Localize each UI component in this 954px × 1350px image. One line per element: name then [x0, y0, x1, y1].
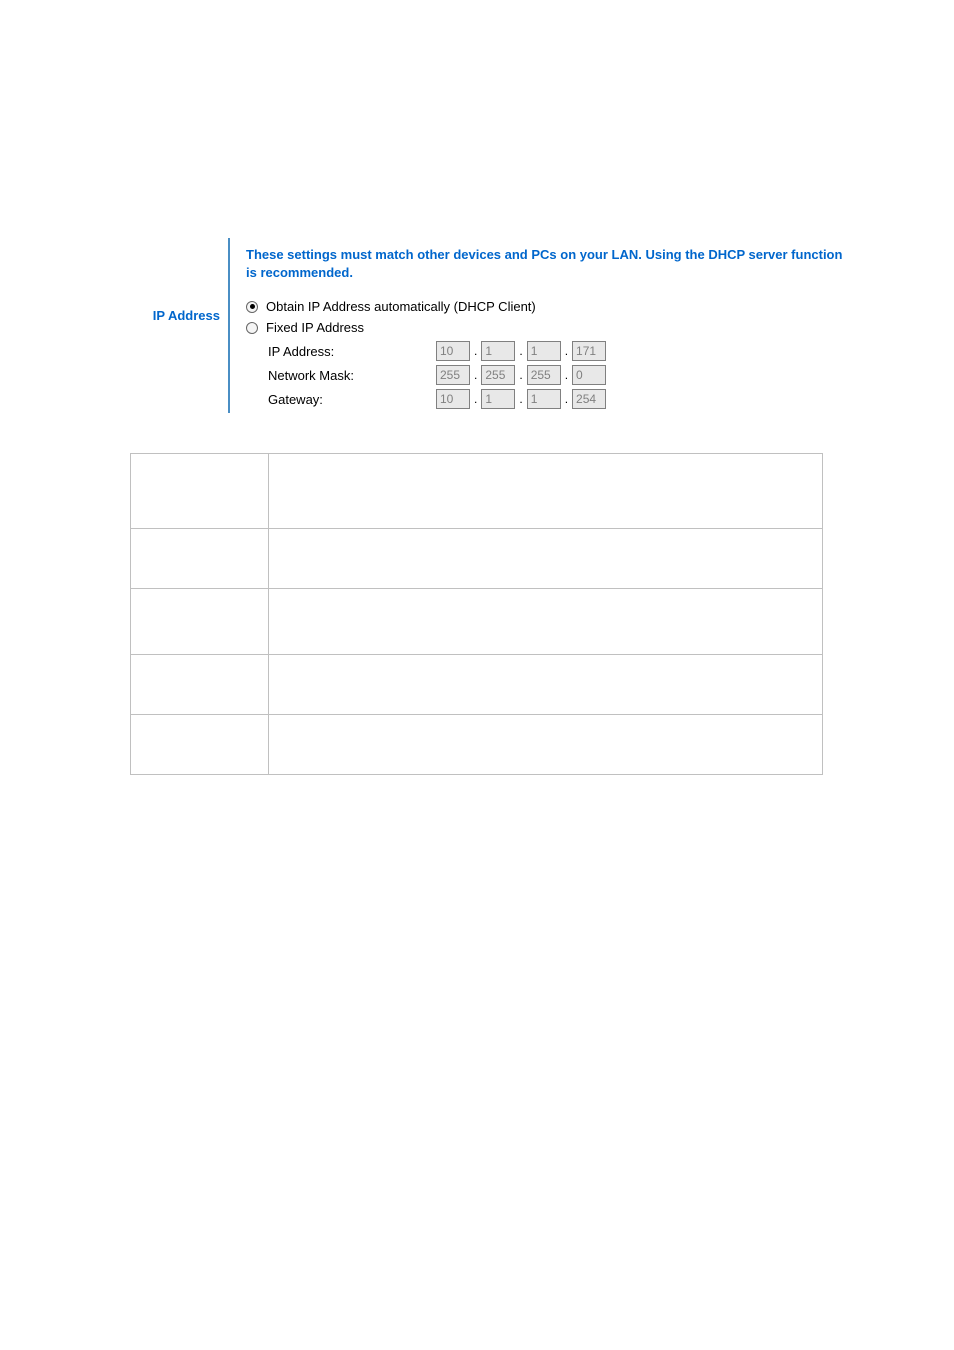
table-cell [268, 715, 822, 775]
network-mask-octet-4[interactable]: 0 [572, 365, 606, 385]
network-mask-row: Network Mask: 255 . 255 . 255 . 0 [268, 365, 850, 385]
dhcp-radio-label: Obtain IP Address automatically (DHCP Cl… [266, 299, 536, 314]
network-mask-label: Network Mask: [268, 368, 436, 383]
dot-separator: . [565, 392, 568, 406]
table-cell [131, 589, 269, 655]
fixed-radio-label: Fixed IP Address [266, 320, 364, 335]
gateway-octet-4[interactable]: 254 [572, 389, 606, 409]
dot-separator: . [565, 368, 568, 382]
fixed-ip-fields: IP Address: 10 . 1 . 1 . 171 Network Mas… [268, 341, 850, 409]
network-mask-octet-2[interactable]: 255 [481, 365, 515, 385]
header-message: These settings must match other devices … [246, 246, 850, 281]
table-row [131, 529, 823, 589]
table-cell [131, 655, 269, 715]
network-mask-octet-1[interactable]: 255 [436, 365, 470, 385]
spacer [0, 413, 954, 453]
ip-address-octet-4[interactable]: 171 [572, 341, 606, 361]
top-padding [0, 0, 954, 238]
ip-address-label: IP Address: [268, 344, 436, 359]
table-cell [268, 454, 822, 529]
gateway-octet-1[interactable]: 10 [436, 389, 470, 409]
gateway-octet-3[interactable]: 1 [527, 389, 561, 409]
dot-separator: . [565, 344, 568, 358]
radio-dhcp[interactable] [246, 301, 258, 313]
table-row [131, 715, 823, 775]
section-label-column: IP Address [130, 238, 230, 413]
gateway-input-group: 10 . 1 . 1 . 254 [436, 389, 606, 409]
dot-separator: . [519, 368, 522, 382]
section-content: These settings must match other devices … [230, 238, 850, 413]
gateway-octet-2[interactable]: 1 [481, 389, 515, 409]
ip-address-octet-1[interactable]: 10 [436, 341, 470, 361]
dot-separator: . [474, 392, 477, 406]
dot-separator: . [519, 392, 522, 406]
table-row [131, 454, 823, 529]
radio-fixed[interactable] [246, 322, 258, 334]
network-mask-octet-3[interactable]: 255 [527, 365, 561, 385]
fixed-radio-row[interactable]: Fixed IP Address [246, 320, 850, 335]
section-title: IP Address [153, 308, 220, 323]
ip-address-octet-2[interactable]: 1 [481, 341, 515, 361]
ip-address-octet-3[interactable]: 1 [527, 341, 561, 361]
table-cell [131, 454, 269, 529]
table-cell [131, 529, 269, 589]
radio-selected-dot-icon [250, 304, 255, 309]
table-cell [268, 529, 822, 589]
table-cell [131, 715, 269, 775]
dot-separator: . [474, 368, 477, 382]
gateway-row: Gateway: 10 . 1 . 1 . 254 [268, 389, 850, 409]
description-table [130, 453, 823, 775]
ip-address-row: IP Address: 10 . 1 . 1 . 171 [268, 341, 850, 361]
ip-address-section: IP Address These settings must match oth… [130, 238, 850, 413]
dot-separator: . [474, 344, 477, 358]
table-cell [268, 589, 822, 655]
dot-separator: . [519, 344, 522, 358]
network-mask-input-group: 255 . 255 . 255 . 0 [436, 365, 606, 385]
table-cell [268, 655, 822, 715]
dhcp-radio-row[interactable]: Obtain IP Address automatically (DHCP Cl… [246, 299, 850, 314]
table-row [131, 655, 823, 715]
gateway-label: Gateway: [268, 392, 436, 407]
ip-address-input-group: 10 . 1 . 1 . 171 [436, 341, 606, 361]
table-row [131, 589, 823, 655]
